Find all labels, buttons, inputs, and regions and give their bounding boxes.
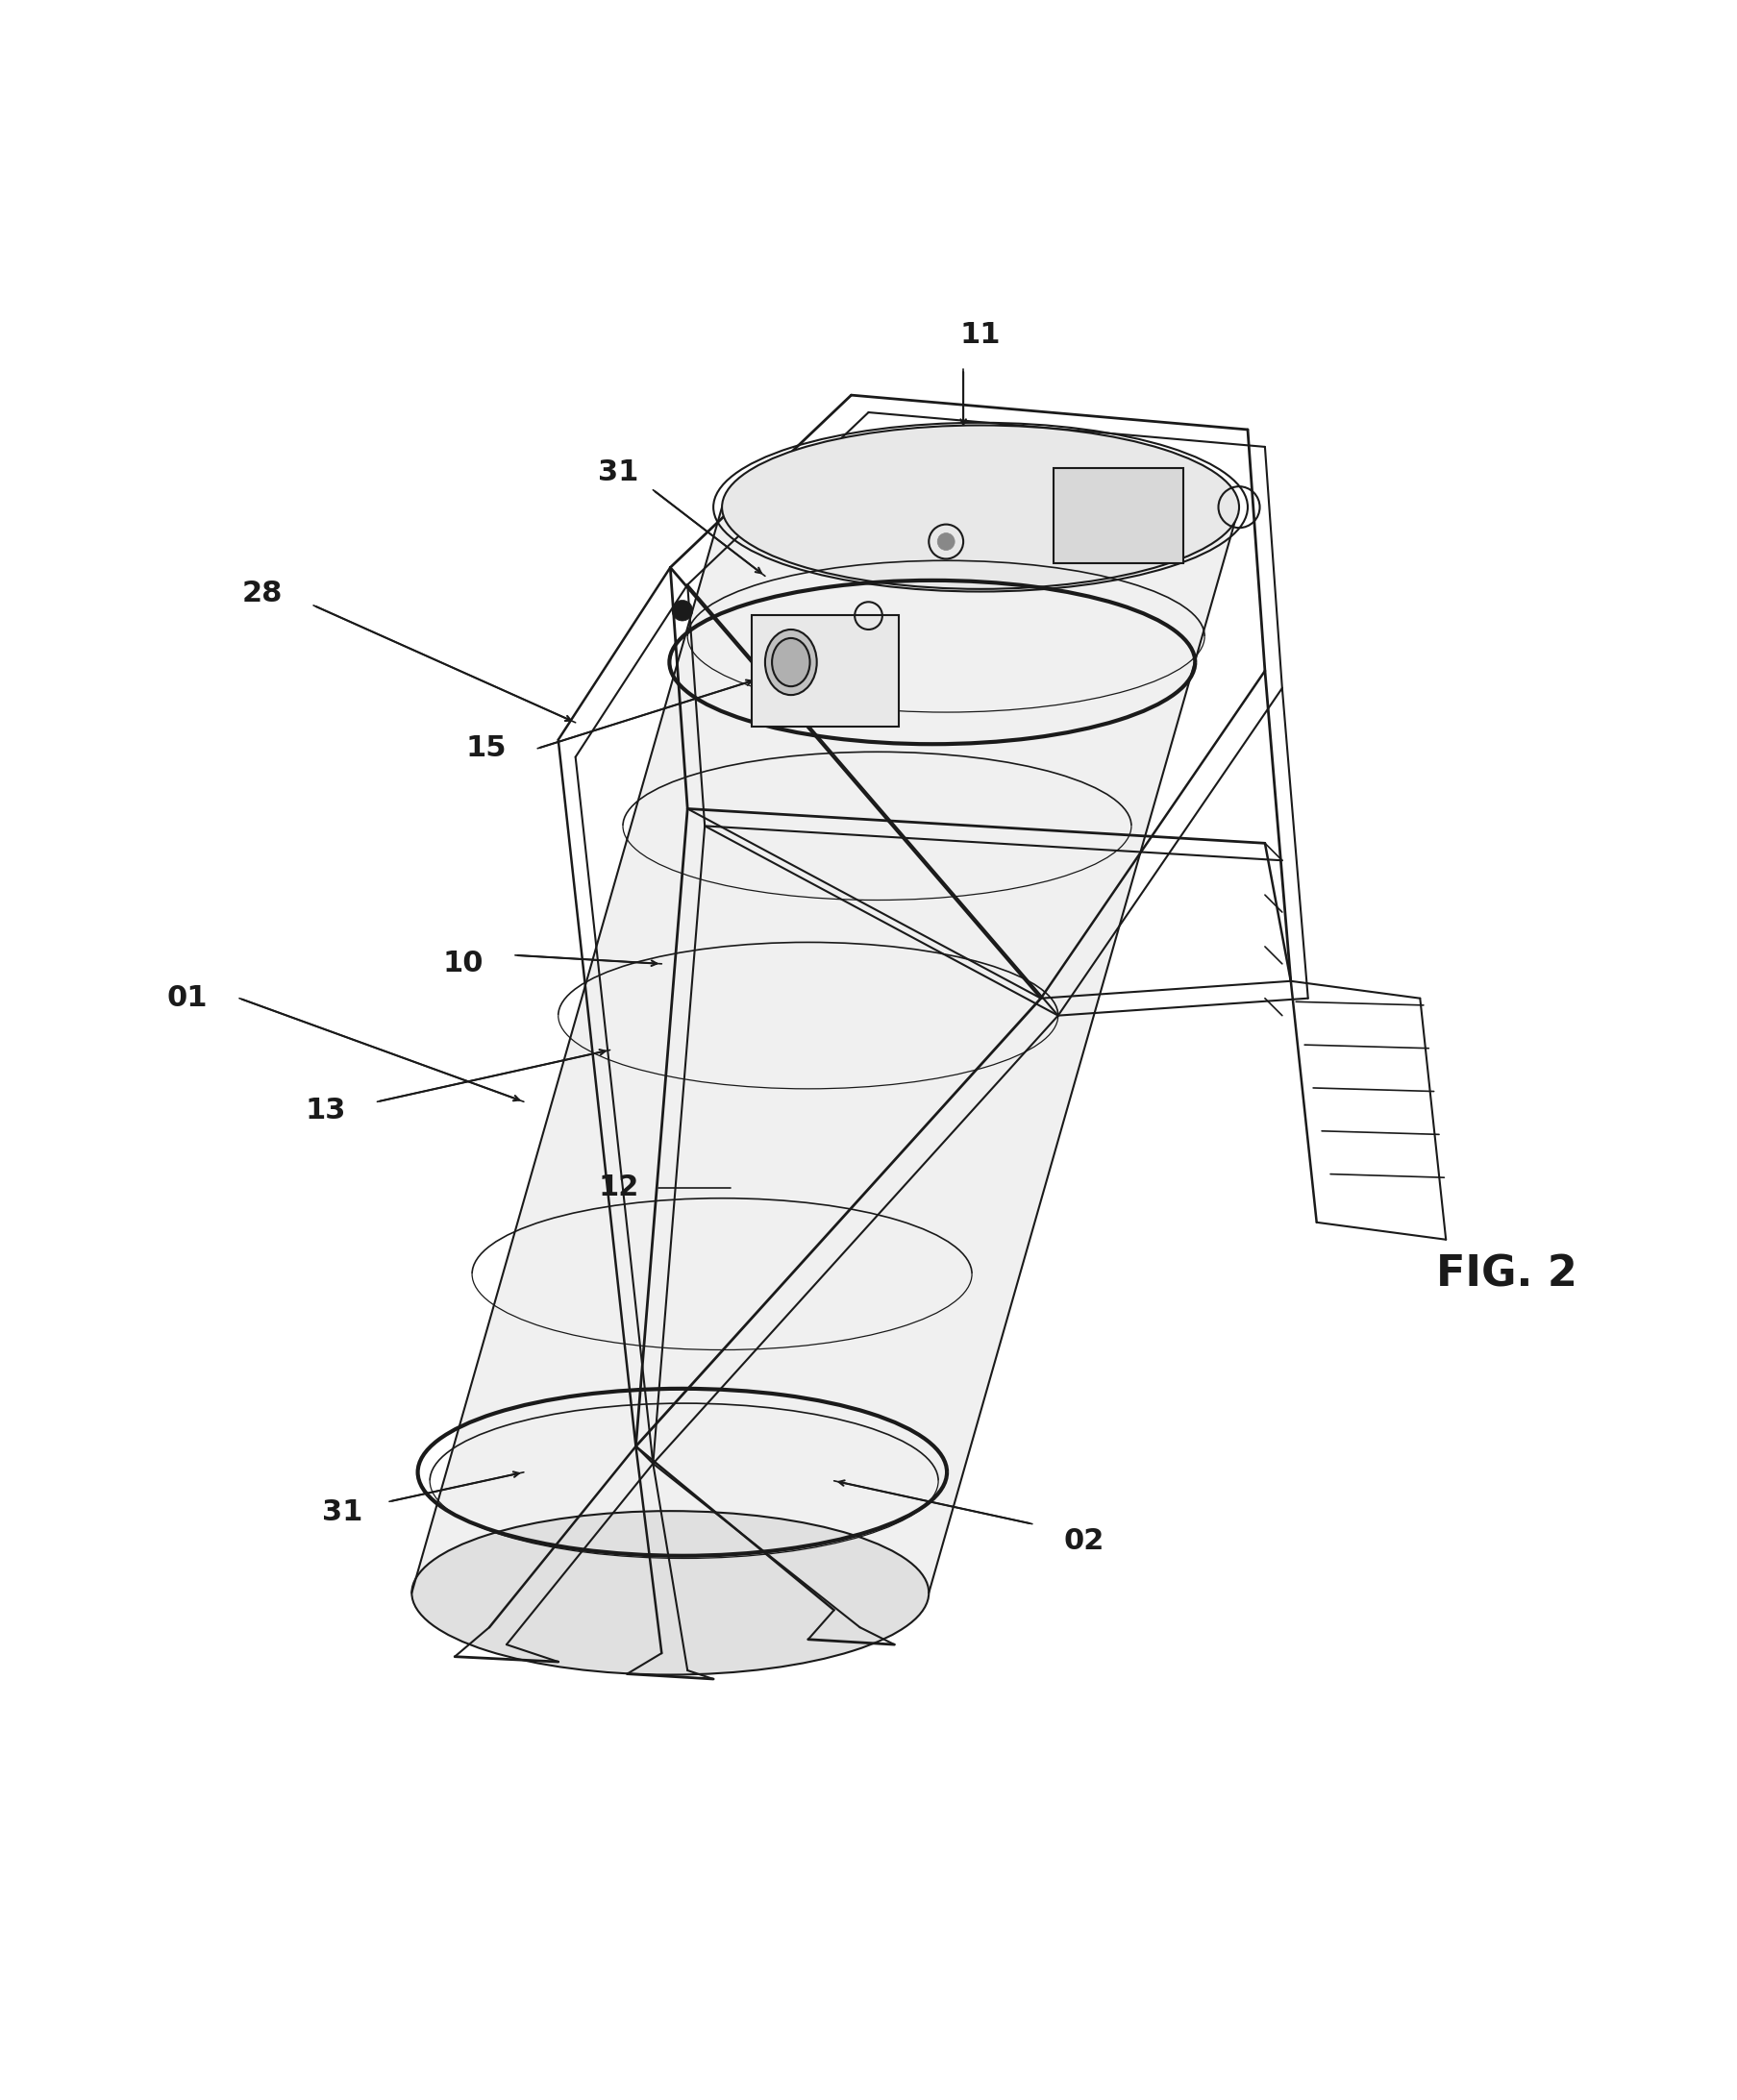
- Text: 31: 31: [323, 1497, 363, 1527]
- Text: 12: 12: [598, 1174, 639, 1201]
- Ellipse shape: [412, 1512, 929, 1674]
- Text: 01: 01: [167, 985, 208, 1012]
- Polygon shape: [412, 426, 981, 1594]
- Circle shape: [672, 601, 693, 622]
- Text: 10: 10: [443, 949, 485, 979]
- Ellipse shape: [723, 426, 1238, 588]
- Ellipse shape: [764, 630, 816, 695]
- Ellipse shape: [771, 638, 809, 687]
- Text: 13: 13: [306, 1096, 346, 1124]
- FancyBboxPatch shape: [1054, 468, 1183, 563]
- Circle shape: [938, 533, 955, 550]
- Text: 11: 11: [961, 321, 1001, 349]
- Polygon shape: [412, 506, 1238, 1594]
- Text: 02: 02: [1063, 1527, 1105, 1556]
- Text: 28: 28: [241, 580, 281, 607]
- FancyBboxPatch shape: [752, 615, 898, 727]
- Text: 15: 15: [466, 735, 505, 762]
- Text: FIG. 2: FIG. 2: [1436, 1254, 1577, 1296]
- Text: 31: 31: [598, 458, 639, 487]
